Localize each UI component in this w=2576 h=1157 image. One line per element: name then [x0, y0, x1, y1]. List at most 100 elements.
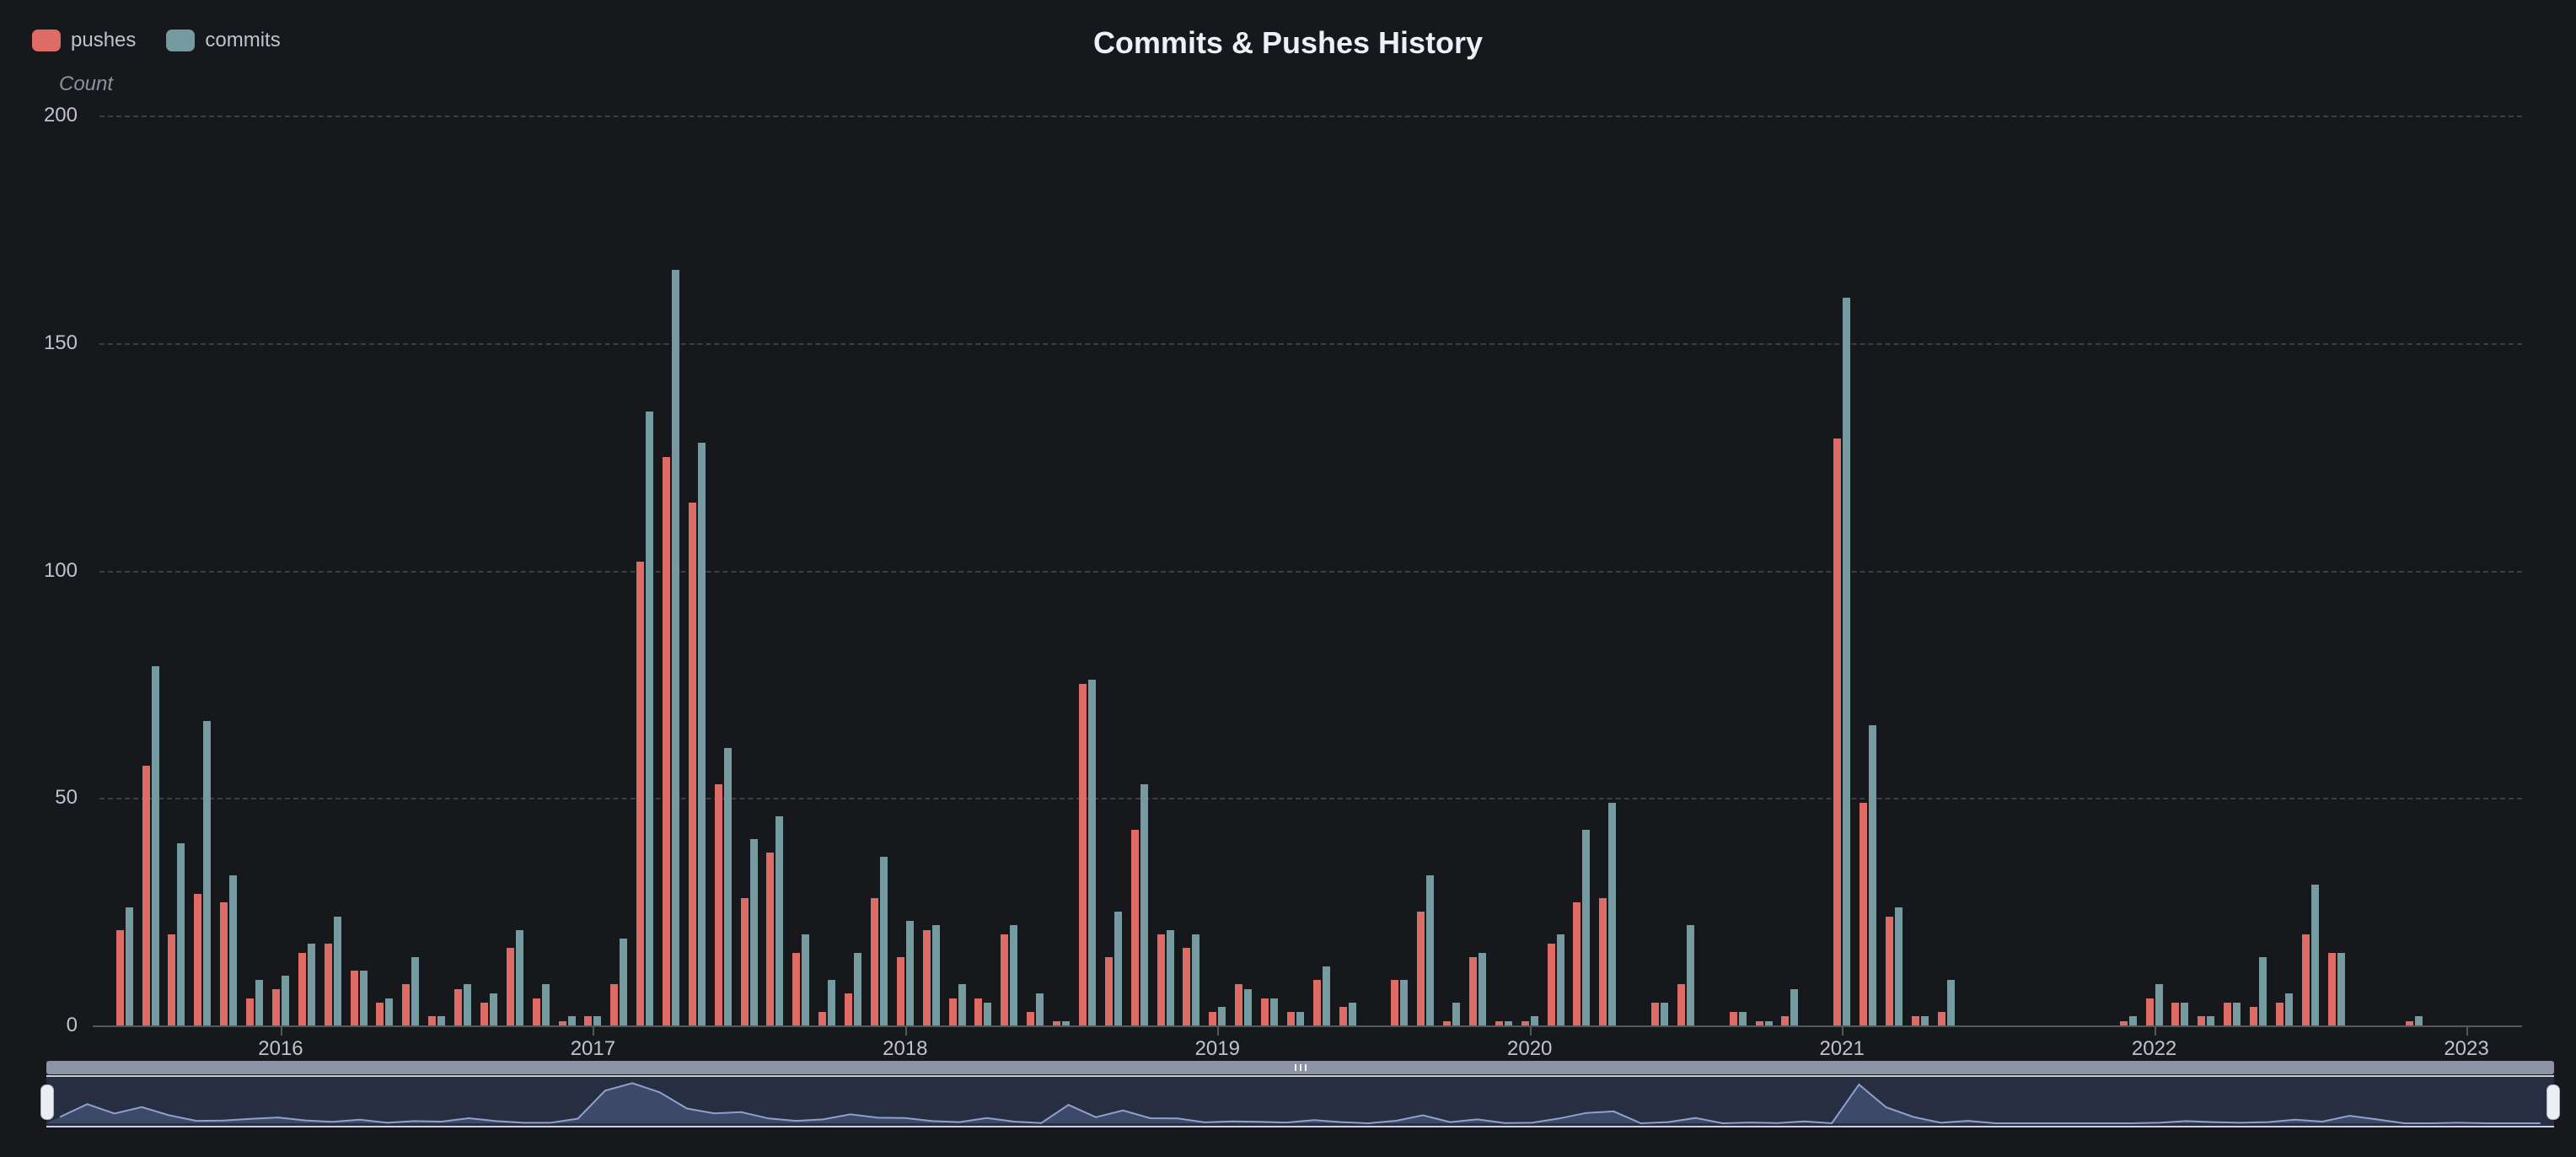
bar-commits-2022-01[interactable]	[2155, 984, 2163, 1025]
bar-pushes-2020-01[interactable]	[1521, 1020, 1529, 1025]
bar-commits-2015-10[interactable]	[203, 720, 212, 1025]
bar-pushes-2020-06[interactable]	[1651, 1003, 1660, 1025]
bar-commits-2021-01[interactable]	[1843, 297, 1851, 1025]
bar-commits-2019-01[interactable]	[1218, 1007, 1226, 1025]
bar-commits-2017-10[interactable]	[828, 980, 836, 1025]
bar-pushes-2015-12[interactable]	[246, 998, 255, 1025]
bar-pushes-2015-07[interactable]	[115, 929, 124, 1025]
bar-pushes-2018-10[interactable]	[1130, 830, 1139, 1025]
bar-commits-2019-03[interactable]	[1270, 998, 1278, 1025]
bar-commits-2018-06[interactable]	[1036, 993, 1044, 1025]
bar-commits-2018-08[interactable]	[1087, 679, 1096, 1025]
bar-pushes-2022-04[interactable]	[2224, 1003, 2232, 1025]
bar-pushes-2016-09[interactable]	[480, 1003, 488, 1025]
bar-pushes-2016-06[interactable]	[402, 984, 411, 1025]
bar-pushes-2017-07[interactable]	[740, 897, 749, 1025]
bar-commits-2017-06[interactable]	[723, 747, 732, 1025]
bar-pushes-2017-06[interactable]	[714, 784, 722, 1025]
bar-pushes-2016-04[interactable]	[350, 971, 358, 1025]
bar-commits-2015-07[interactable]	[125, 907, 133, 1025]
bar-commits-2019-04[interactable]	[1296, 1011, 1304, 1025]
bar-commits-2020-04[interactable]	[1608, 802, 1617, 1025]
bar-pushes-2016-03[interactable]	[324, 943, 332, 1025]
bar-pushes-2017-01[interactable]	[584, 1016, 593, 1025]
bar-commits-2019-11[interactable]	[1478, 952, 1486, 1025]
bar-pushes-2015-11[interactable]	[220, 902, 228, 1025]
bar-pushes-2016-01[interactable]	[271, 988, 280, 1025]
bar-commits-2020-07[interactable]	[1686, 925, 1694, 1025]
bar-pushes-2021-04[interactable]	[1911, 1016, 1919, 1025]
bar-pushes-2018-05[interactable]	[1001, 934, 1009, 1025]
bar-pushes-2022-03[interactable]	[2198, 1016, 2206, 1025]
bar-commits-2018-09[interactable]	[1114, 912, 1122, 1025]
bar-commits-2018-02[interactable]	[931, 925, 940, 1025]
bar-pushes-2015-09[interactable]	[168, 934, 176, 1025]
bar-commits-2020-01[interactable]	[1530, 1016, 1538, 1025]
bar-commits-2017-02[interactable]	[620, 939, 628, 1025]
bar-pushes-2016-10[interactable]	[506, 948, 514, 1025]
bar-pushes-2022-01[interactable]	[2145, 998, 2154, 1025]
datazoom-move-bar[interactable]	[46, 1061, 2554, 1074]
datazoom-grip-icon[interactable]	[1294, 1064, 1307, 1071]
bar-commits-2018-03[interactable]	[958, 984, 966, 1025]
bar-pushes-2022-08[interactable]	[2327, 952, 2336, 1025]
bar-pushes-2020-10[interactable]	[1755, 1020, 1763, 1025]
bar-pushes-2019-09[interactable]	[1417, 912, 1425, 1025]
bar-pushes-2019-04[interactable]	[1286, 1011, 1295, 1025]
bar-pushes-2021-12[interactable]	[2119, 1020, 2128, 1025]
bar-commits-2018-11[interactable]	[1166, 929, 1174, 1025]
bar-commits-2016-09[interactable]	[489, 993, 497, 1025]
bar-commits-2015-09[interactable]	[177, 843, 185, 1025]
bar-commits-2018-04[interactable]	[984, 1003, 992, 1025]
bar-pushes-2019-06[interactable]	[1339, 1007, 1347, 1025]
bar-pushes-2019-03[interactable]	[1261, 998, 1269, 1025]
bar-pushes-2020-11[interactable]	[1781, 1016, 1790, 1025]
bar-pushes-2018-02[interactable]	[922, 929, 931, 1025]
bar-commits-2021-12[interactable]	[2128, 1016, 2137, 1025]
bar-commits-2016-01[interactable]	[281, 975, 289, 1025]
bar-pushes-2018-03[interactable]	[948, 998, 957, 1025]
bar-commits-2017-08[interactable]	[775, 815, 784, 1025]
bar-pushes-2019-05[interactable]	[1312, 980, 1321, 1025]
bar-commits-2021-04[interactable]	[1920, 1016, 1929, 1025]
bar-pushes-2022-07[interactable]	[2301, 934, 2310, 1025]
bar-commits-2022-02[interactable]	[2181, 1003, 2189, 1025]
bar-pushes-2020-04[interactable]	[1599, 897, 1607, 1025]
bar-commits-2022-05[interactable]	[2259, 957, 2267, 1025]
bar-pushes-2021-05[interactable]	[1937, 1011, 1945, 1025]
bar-commits-2017-11[interactable]	[854, 952, 862, 1025]
bar-pushes-2017-11[interactable]	[845, 993, 853, 1025]
bar-commits-2022-03[interactable]	[2207, 1016, 2215, 1025]
bar-commits-2019-02[interactable]	[1244, 988, 1253, 1025]
bar-commits-2022-11[interactable]	[2415, 1016, 2423, 1025]
bar-pushes-2017-05[interactable]	[688, 502, 696, 1025]
bar-pushes-2016-02[interactable]	[298, 952, 306, 1025]
bar-pushes-2019-02[interactable]	[1235, 984, 1243, 1025]
bar-commits-2015-12[interactable]	[255, 980, 264, 1025]
bar-commits-2019-12[interactable]	[1504, 1020, 1512, 1025]
bar-commits-2021-03[interactable]	[1894, 907, 1902, 1025]
bar-pushes-2021-02[interactable]	[1860, 802, 1868, 1025]
bar-pushes-2019-11[interactable]	[1468, 957, 1477, 1025]
legend-item-commits[interactable]: commits	[166, 29, 281, 52]
bar-pushes-2022-11[interactable]	[2406, 1020, 2414, 1025]
bar-commits-2022-08[interactable]	[2337, 952, 2345, 1025]
bar-pushes-2017-10[interactable]	[818, 1011, 827, 1025]
bar-commits-2019-06[interactable]	[1348, 1003, 1356, 1025]
bar-commits-2016-02[interactable]	[307, 943, 315, 1025]
bar-pushes-2019-01[interactable]	[1209, 1011, 1217, 1025]
bar-commits-2019-05[interactable]	[1322, 966, 1330, 1025]
bar-commits-2015-08[interactable]	[151, 665, 159, 1025]
bar-pushes-2019-08[interactable]	[1391, 980, 1399, 1025]
bar-commits-2017-07[interactable]	[749, 838, 758, 1025]
bar-pushes-2019-10[interactable]	[1443, 1020, 1452, 1025]
bar-pushes-2016-12[interactable]	[558, 1020, 566, 1025]
datazoom-left-handle[interactable]	[40, 1084, 54, 1120]
bar-commits-2016-08[interactable]	[464, 984, 472, 1025]
bar-commits-2016-03[interactable]	[333, 916, 341, 1025]
bar-commits-2021-05[interactable]	[1946, 980, 1955, 1025]
bar-commits-2016-10[interactable]	[515, 929, 523, 1025]
bar-commits-2018-07[interactable]	[1062, 1020, 1071, 1025]
bar-commits-2016-05[interactable]	[385, 998, 394, 1025]
bar-pushes-2017-04[interactable]	[663, 456, 670, 1025]
